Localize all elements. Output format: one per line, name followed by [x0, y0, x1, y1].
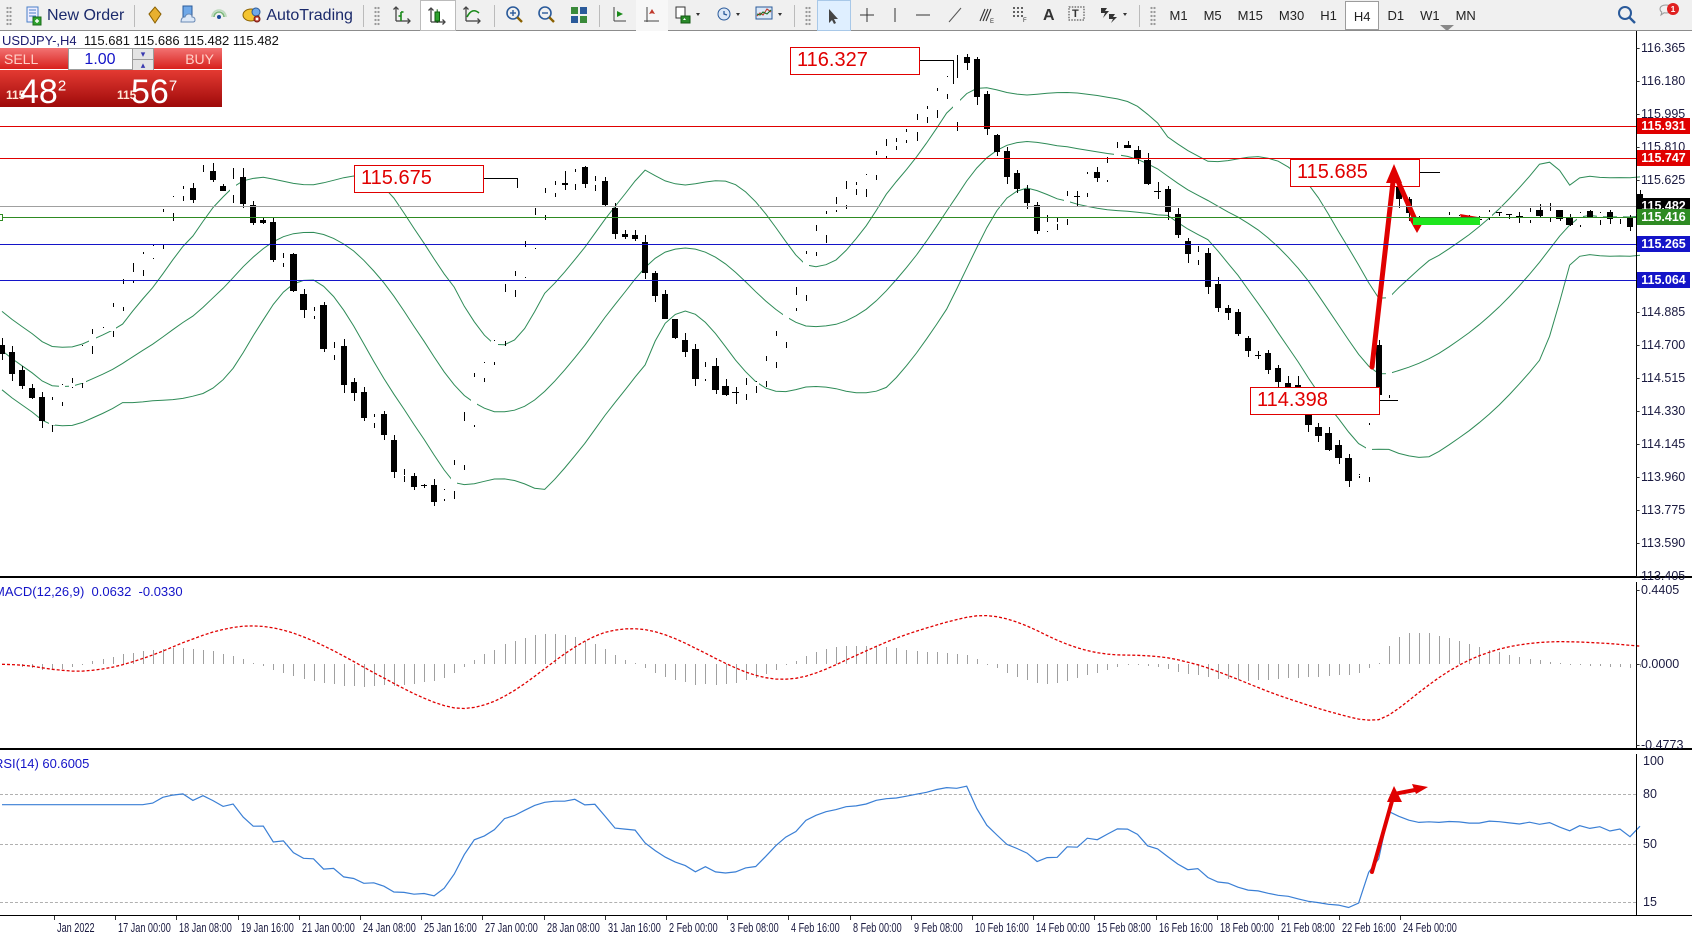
svg-text:1: 1	[1671, 4, 1676, 14]
svg-text:E: E	[990, 19, 994, 25]
svg-text:T: T	[1072, 8, 1079, 20]
svg-text:F: F	[1023, 18, 1027, 24]
